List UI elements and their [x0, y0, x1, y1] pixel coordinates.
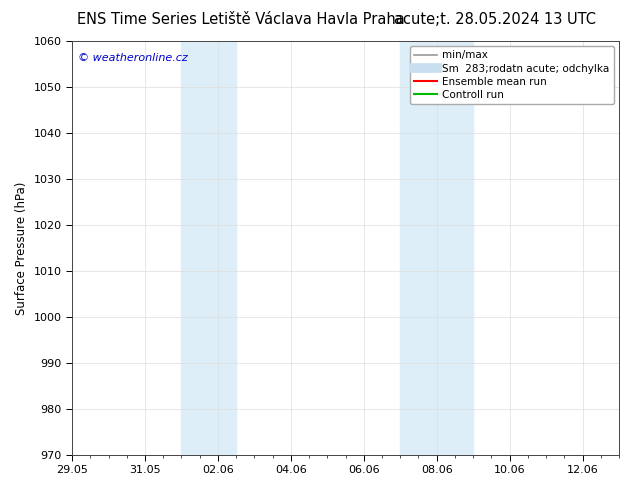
- Text: ENS Time Series Letiště Václava Havla Praha: ENS Time Series Letiště Václava Havla Pr…: [77, 12, 404, 27]
- Legend: min/max, Sm  283;rodatn acute; odchylka, Ensemble mean run, Controll run: min/max, Sm 283;rodatn acute; odchylka, …: [410, 46, 614, 104]
- Text: acute;t. 28.05.2024 13 UTC: acute;t. 28.05.2024 13 UTC: [394, 12, 595, 27]
- Bar: [400, 41, 473, 455]
- Text: © weatheronline.cz: © weatheronline.cz: [77, 53, 187, 64]
- Y-axis label: Surface Pressure (hPa): Surface Pressure (hPa): [15, 181, 28, 315]
- Bar: [181, 41, 236, 455]
